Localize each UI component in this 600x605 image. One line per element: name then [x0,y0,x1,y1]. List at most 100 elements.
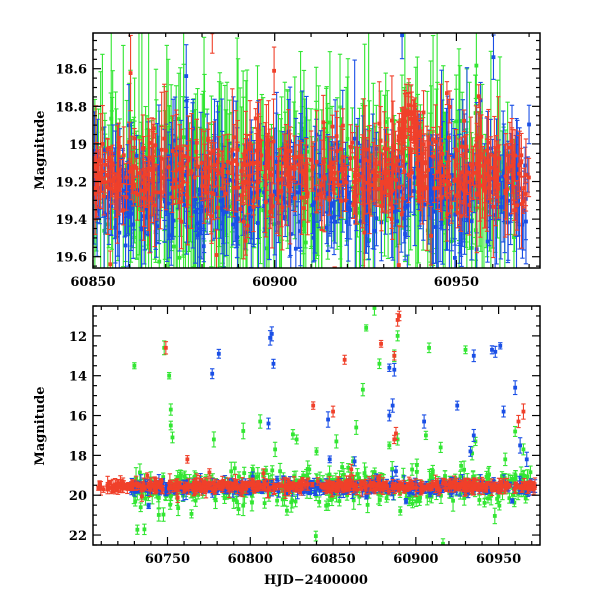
green-data-point [262,498,266,508]
green-data-point [364,325,368,331]
red-data-point [339,482,343,486]
x-tick-label: 60750 [145,552,190,567]
green-data-point [142,524,146,534]
blue-data-point [392,363,396,376]
top-y-axis-label: Magnitude [33,110,48,189]
red-data-point [115,483,119,487]
green-data-point [285,506,289,515]
y-tick-label: 19.4 [55,213,87,228]
green-data-point [415,459,419,471]
green-data-point [398,507,402,515]
green-data-point [212,432,216,447]
bottom-data-layer [96,301,537,549]
blue-data-point [404,499,408,504]
green-data-point [170,432,174,443]
blue-data-point [328,456,332,463]
y-tick-label: 22 [69,529,87,544]
blue-data-point [184,45,188,108]
red-data-point [435,481,439,485]
green-data-point [317,497,321,507]
y-tick-label: 16 [69,410,87,425]
blue-data-point [394,466,398,476]
green-data-point [294,435,298,444]
green-data-point [167,373,171,379]
y-tick-label: 19.6 [55,251,87,266]
green-data-point [169,421,173,430]
blue-data-point [387,364,391,371]
x-tick-label: 60850 [70,275,115,290]
red-data-point [521,404,525,419]
blue-data-point [491,35,495,79]
green-data-point [427,343,431,353]
red-data-point [185,482,189,487]
green-data-point [410,464,414,475]
blue-data-point [422,415,426,428]
blue-data-point [271,359,275,368]
blue-data-point [527,105,531,143]
green-data-point [135,525,139,534]
green-data-point [463,346,467,354]
y-tick-label: 18 [69,449,87,464]
red-data-point [498,483,502,487]
red-data-point [407,483,411,487]
red-data-point [472,478,476,482]
green-data-point [169,404,173,415]
blue-data-point [472,350,476,362]
red-data-point [168,485,172,489]
blue-data-point [266,418,270,429]
red-data-point [330,115,334,138]
red-data-point [197,482,201,486]
y-tick-label: 18.8 [55,100,87,115]
green-data-point [387,442,391,449]
red-data-point [324,484,328,488]
blue-data-point [210,369,214,379]
green-data-point [132,363,136,369]
red-data-point [159,479,163,483]
red-data-point [370,482,374,486]
blue-data-point [326,412,330,427]
y-tick-label: 14 [69,370,87,385]
x-tick-label: 60900 [393,552,438,567]
green-data-point [361,384,365,396]
green-data-point [241,423,245,439]
blue-data-point [510,499,514,503]
y-tick-label: 12 [69,330,87,345]
green-data-point [273,442,277,456]
red-data-point [140,484,144,488]
green-data-point [314,448,318,455]
green-data-point [493,508,497,523]
blue-data-point [501,406,505,417]
red-data-point [212,481,216,485]
green-data-point [441,539,445,549]
green-data-point [334,435,338,448]
green-data-point [233,462,237,474]
red-data-point [129,486,133,491]
x-tick-label: 60800 [228,552,273,567]
red-data-point [230,482,234,486]
red-data-point [379,340,383,347]
green-data-point [355,311,359,377]
green-data-point [157,509,161,521]
red-data-point [332,267,336,287]
top-data-layer [91,0,531,424]
red-data-point [244,483,248,488]
red-data-point [516,415,520,427]
blue-data-point [498,343,502,349]
y-tick-label: 20 [69,489,87,504]
blue-data-point [455,401,459,410]
green-data-point [395,331,399,341]
red-data-point [110,488,114,492]
red-data-point [311,402,315,409]
green-data-point [377,359,381,369]
green-data-point [477,495,481,505]
red-data-point [108,251,112,278]
blue-data-point [400,12,404,59]
red-data-point [310,483,314,487]
x-tick-label: 60900 [252,275,297,290]
red-data-point [108,480,112,484]
